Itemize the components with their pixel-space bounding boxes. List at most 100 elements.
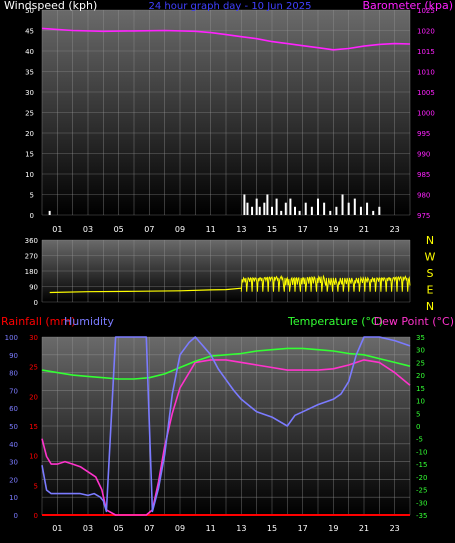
barometer-tick-label: 1010 xyxy=(417,69,435,77)
temperature-tick-label: 15 xyxy=(416,385,425,393)
dewpoint-line xyxy=(41,359,411,516)
humidity-tick-label: 90 xyxy=(9,352,18,360)
windspeed-bar xyxy=(284,202,287,215)
chart-title: 24 hour graph day - 10 Jun 2025 xyxy=(149,1,312,12)
temperature-tick-label: -5 xyxy=(416,436,423,444)
windspeed-bar xyxy=(246,202,249,215)
rainfall-tick-label: 5 xyxy=(34,482,38,490)
hour-tick-label: 05 xyxy=(114,524,124,533)
humidity-tick-label: 40 xyxy=(9,441,18,449)
hour-tick-label: 23 xyxy=(390,225,400,234)
barometer-tick-label: 980 xyxy=(417,192,430,200)
temperature-tick-label: 10 xyxy=(416,398,425,406)
barometer-axis: 975 980 985 990 995 1000 1005 1010 1015 1020 1025 xyxy=(417,7,435,220)
hour-tick-label: 17 xyxy=(298,524,308,533)
temperature-tick-label: -25 xyxy=(416,487,427,495)
rainfall-tick-label: 25 xyxy=(29,364,38,372)
barometer-axis-label: Barometer (kpa) xyxy=(362,0,453,12)
windspeed-bar xyxy=(378,206,381,215)
windspeed-tick-label: 40 xyxy=(25,48,34,56)
windspeed-tick-label: 0 xyxy=(30,212,34,220)
humidity-tick-label: 20 xyxy=(9,476,18,484)
panel-wind-barometer-hour-axis: 01 03 05 07 09 11 13 15 17 19 21 23 xyxy=(52,225,400,234)
barometer-tick-label: 985 xyxy=(417,171,430,179)
hour-tick-label: 01 xyxy=(52,524,62,533)
windspeed-axis-label: Windspeed (kph) xyxy=(4,0,97,12)
windspeed-bar xyxy=(310,206,313,215)
temperature-axis: -35 -30 -25 -20 -15 -10 -5 0 5 10 15 20 25 30 35 xyxy=(416,334,427,520)
direction-tick-label: 360 xyxy=(25,237,38,245)
rainfall-tick-label: 20 xyxy=(29,393,38,401)
wind-direction-line xyxy=(240,274,411,292)
windspeed-bar xyxy=(48,210,51,215)
windspeed-bar xyxy=(263,202,266,215)
windspeed-tick-label: 35 xyxy=(25,69,34,77)
barometer-tick-label: 1015 xyxy=(417,48,435,56)
compass-label: N xyxy=(426,300,434,313)
windspeed-bar xyxy=(304,202,307,215)
humidity-line xyxy=(41,336,411,513)
temperature-axis-label: Temperature (°C) xyxy=(287,315,383,328)
hour-tick-label: 17 xyxy=(298,225,308,234)
windspeed-bar xyxy=(255,198,258,215)
panel-rain-humidity-temperature-marks xyxy=(41,336,411,516)
humidity-tick-label: 60 xyxy=(9,405,18,413)
humidity-axis: 0 10 20 30 40 50 60 70 80 90 100 xyxy=(5,334,18,520)
windspeed-bar xyxy=(298,210,301,215)
panel-wind-direction-marks xyxy=(49,274,411,294)
humidity-tick-label: 30 xyxy=(9,459,18,467)
compass-label: N xyxy=(426,234,434,247)
hour-tick-label: 03 xyxy=(83,225,93,234)
barometer-tick-label: 975 xyxy=(417,212,430,220)
windspeed-tick-label: 45 xyxy=(25,28,34,36)
hour-tick-label: 21 xyxy=(359,524,369,533)
rainfall-tick-label: 0 xyxy=(34,512,38,520)
direction-tick-label: 270 xyxy=(25,253,38,261)
windspeed-tick-label: 5 xyxy=(30,192,34,200)
rainfall-axis: 0 5 10 15 20 25 30 xyxy=(29,334,38,520)
temperature-tick-label: -15 xyxy=(416,461,427,469)
rainfall-tick-label: 15 xyxy=(29,423,38,431)
humidity-tick-label: 100 xyxy=(5,334,18,342)
windspeed-bar xyxy=(275,198,278,215)
hour-tick-label: 01 xyxy=(52,225,62,234)
rainfall-tick-label: 30 xyxy=(29,334,38,342)
temperature-tick-label: -30 xyxy=(416,499,427,507)
hour-tick-label: 15 xyxy=(267,225,277,234)
windspeed-bar xyxy=(289,198,292,215)
hour-tick-label: 13 xyxy=(236,225,246,234)
windspeed-tick-label: 25 xyxy=(25,110,34,118)
barometer-tick-label: 1005 xyxy=(417,89,435,97)
barometer-tick-label: 995 xyxy=(417,130,430,138)
hour-tick-label: 19 xyxy=(328,524,338,533)
hour-tick-label: 07 xyxy=(144,225,154,234)
humidity-tick-label: 80 xyxy=(9,370,18,378)
windspeed-tick-label: 10 xyxy=(25,171,34,179)
direction-degree-axis: 0 90 180 270 360 xyxy=(25,237,38,307)
humidity-tick-label: 50 xyxy=(9,423,18,431)
hour-tick-label: 23 xyxy=(390,524,400,533)
humidity-tick-label: 10 xyxy=(9,494,18,502)
windspeed-bar xyxy=(280,210,283,215)
windspeed-tick-label: 15 xyxy=(25,151,34,159)
hour-tick-label: 11 xyxy=(206,225,216,234)
hour-tick-label: 15 xyxy=(267,524,277,533)
barometer-tick-label: 990 xyxy=(417,151,430,159)
windspeed-bar xyxy=(323,202,326,215)
temperature-tick-label: 25 xyxy=(416,359,425,367)
panel-wind-direction-grid xyxy=(41,239,411,303)
windspeed-axis: 0 5 10 15 20 25 30 35 40 45 50 xyxy=(25,7,34,220)
rainfall-tick-label: 10 xyxy=(29,453,38,461)
windspeed-bar xyxy=(341,194,344,215)
temperature-tick-label: 30 xyxy=(416,347,425,355)
windspeed-bar xyxy=(317,198,319,215)
temperature-tick-label: 20 xyxy=(416,372,425,380)
windspeed-tick-label: 50 xyxy=(25,7,34,15)
temperature-tick-label: -20 xyxy=(416,474,427,482)
windspeed-bar xyxy=(258,206,261,215)
hour-tick-label: 05 xyxy=(114,225,124,234)
direction-tick-label: 180 xyxy=(25,268,38,276)
barometer-tick-label: 1025 xyxy=(417,7,435,15)
